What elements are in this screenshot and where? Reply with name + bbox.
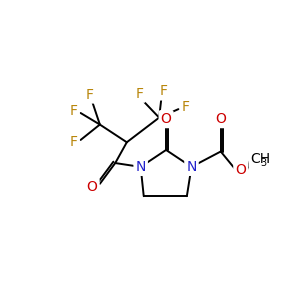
Text: 3: 3: [261, 158, 267, 168]
Text: O: O: [87, 180, 98, 194]
Text: F: F: [70, 135, 78, 149]
Text: N: N: [136, 160, 146, 174]
Text: F: F: [182, 100, 190, 114]
Text: CH: CH: [250, 152, 270, 166]
Text: O: O: [215, 112, 226, 126]
Text: O: O: [235, 163, 246, 177]
Text: N: N: [186, 160, 197, 174]
Text: F: F: [136, 87, 144, 101]
Text: F: F: [70, 104, 78, 118]
Text: O: O: [160, 112, 172, 126]
Text: F: F: [86, 88, 94, 101]
Text: F: F: [160, 84, 168, 98]
